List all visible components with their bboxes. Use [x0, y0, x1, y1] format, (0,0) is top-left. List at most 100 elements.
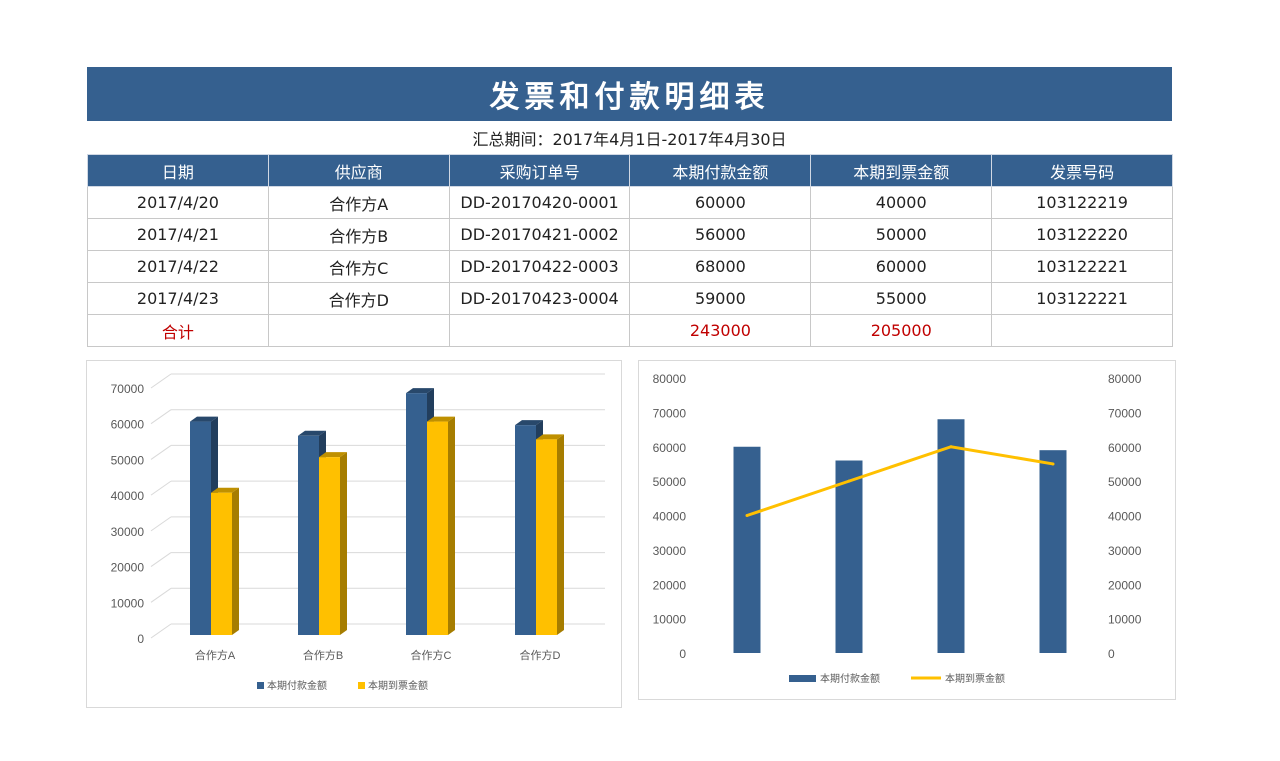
cell-po-number: DD-20170420-0001 [448, 186, 631, 219]
bar-top [536, 434, 564, 440]
bar-side [340, 452, 347, 635]
total-po-number [448, 314, 631, 347]
gridline-depth [150, 552, 172, 567]
line-invoice [746, 445, 1054, 517]
x-tick-label: 合作方B [303, 648, 343, 662]
bar-invoice [319, 457, 340, 635]
table-row: 2017/4/22 合作方C DD-20170422-0003 68000 60000 1… [87, 250, 1173, 283]
gridline-depth [150, 409, 172, 425]
header-invoice-amount: 本期到票金额 [810, 154, 993, 187]
gridline-depth [150, 373, 172, 389]
bar-top [406, 388, 434, 394]
bar-invoice [427, 421, 448, 635]
cell-invoice-amount: 40000 [810, 186, 993, 219]
total-invoice-amount: 205000 [810, 314, 993, 347]
y-tick-label-right: 50000 [1108, 475, 1142, 489]
bar-payment [1039, 450, 1067, 653]
cell-po-number: DD-20170422-0003 [448, 250, 631, 283]
y-tick-label: 70000 [111, 382, 145, 396]
x-tick-label: 合作方A [195, 648, 236, 662]
y-tick-label-left: 30000 [653, 544, 687, 558]
legend-swatch [257, 682, 264, 689]
cell-invoice-amount: 60000 [810, 250, 993, 283]
total-payment-amount: 243000 [629, 314, 812, 347]
y-tick-label-right: 20000 [1108, 578, 1142, 592]
legend-label: 本期到票金额 [945, 672, 1005, 685]
y-tick-label-right: 0 [1108, 647, 1115, 661]
y-tick-label-left: 40000 [653, 510, 687, 524]
y-tick-label-left: 80000 [653, 372, 687, 386]
y-tick-label: 50000 [111, 453, 145, 467]
y-tick-label-right: 80000 [1108, 372, 1142, 386]
chart1-svg: 0 10000 20000 30000 40000 50000 60000 70000 合作方A… [111, 373, 605, 692]
y-tick-label: 30000 [111, 525, 145, 539]
cell-date: 2017/4/23 [87, 282, 269, 315]
bar-payment [298, 435, 319, 635]
gridline-depth [150, 480, 172, 496]
header-date: 日期 [87, 154, 269, 187]
legend-label: 本期付款金额 [820, 672, 880, 685]
bar-top [211, 487, 239, 493]
bar-payment [835, 460, 863, 653]
chart2-svg: 0 0 10000 10000 20000 20000 30000 30000 40000 400… [653, 372, 1142, 685]
y-tick-label: 40000 [111, 489, 145, 503]
cell-date: 2017/4/22 [87, 250, 269, 283]
bar-side [448, 416, 455, 635]
y-tick-label-left: 0 [679, 647, 686, 661]
header-payment-amount: 本期付款金额 [629, 154, 812, 187]
y-tick-label: 10000 [111, 596, 145, 610]
y-tick-label-right: 60000 [1108, 441, 1142, 455]
legend-label: 本期付款金额 [267, 679, 327, 692]
total-row: 合计 243000 205000 [87, 314, 1173, 347]
bar-side [232, 487, 239, 635]
line-point [1051, 462, 1055, 466]
table-row: 2017/4/21 合作方B DD-20170421-0002 56000 50000 1… [87, 218, 1173, 251]
cell-invoice-number: 103122219 [991, 186, 1173, 219]
bar-payment [406, 393, 427, 635]
invoice-payment-table: 日期 供应商 采购订单号 本期付款金额 本期到票金额 发票号码 2017/4/2… [87, 154, 1173, 347]
cell-supplier: 合作方A [267, 186, 450, 219]
bar-payment [937, 419, 965, 653]
gridline-depth [150, 516, 172, 532]
total-date: 合计 [87, 314, 269, 347]
table-row: 2017/4/20 合作方A DD-20170420-0001 60000 40000 1… [87, 186, 1173, 219]
total-invoice-number [991, 314, 1173, 347]
bar-side [557, 434, 564, 635]
cell-payment-amount: 59000 [629, 282, 812, 315]
cell-date: 2017/4/21 [87, 218, 269, 251]
legend-swatch [358, 682, 365, 689]
y-tick-label: 60000 [111, 418, 145, 432]
header-po-number: 采购订单号 [448, 154, 631, 187]
chart-combo: 0 0 10000 10000 20000 20000 30000 30000 40000 400… [638, 360, 1176, 700]
cell-payment-amount: 68000 [629, 250, 812, 283]
summary-period: 汇总期间：2017年4月1日-2017年4月30日 [472, 130, 787, 149]
table-header-row: 日期 供应商 采购订单号 本期付款金额 本期到票金额 发票号码 [87, 154, 1173, 187]
gridline-depth [150, 587, 172, 603]
cell-invoice-number: 103122221 [991, 282, 1173, 315]
cell-po-number: DD-20170421-0002 [448, 218, 631, 251]
page-title: 发票和付款明细表 [87, 67, 1172, 121]
line-point [949, 445, 953, 449]
cell-invoice-amount: 55000 [810, 282, 993, 315]
cell-date: 2017/4/20 [87, 186, 269, 219]
y-tick-label: 0 [137, 632, 144, 646]
legend-label: 本期到票金额 [368, 679, 428, 692]
line-point [847, 479, 851, 483]
x-tick-label: 合作方C [411, 648, 452, 662]
y-tick-label-left: 20000 [653, 578, 687, 592]
y-tick-label-left: 10000 [653, 613, 687, 627]
y-tick-label-right: 70000 [1108, 406, 1142, 420]
chart-3d-column: 0 10000 20000 30000 40000 50000 60000 70000 合作方A… [86, 360, 622, 708]
cell-invoice-number: 103122221 [991, 250, 1173, 283]
header-invoice-number: 发票号码 [991, 154, 1173, 187]
y-tick-label-right: 10000 [1108, 613, 1142, 627]
cell-payment-amount: 60000 [629, 186, 812, 219]
total-supplier [267, 314, 450, 347]
line-point [745, 514, 749, 517]
bar-invoice [536, 439, 557, 635]
bar-top [515, 420, 543, 426]
y-tick-label-left: 70000 [653, 406, 687, 420]
cell-supplier: 合作方C [267, 250, 450, 283]
bar-payment [515, 425, 536, 635]
y-tick-label-right: 40000 [1108, 510, 1142, 524]
